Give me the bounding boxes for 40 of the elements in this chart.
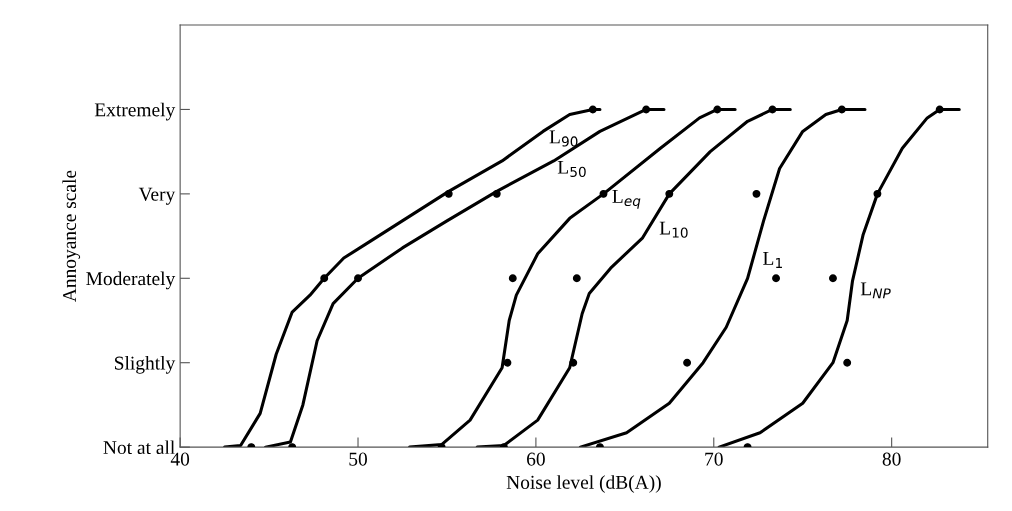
point [320, 274, 329, 283]
point [837, 105, 846, 114]
point [935, 105, 944, 114]
series-label: L$_{50}$ [557, 160, 586, 177]
series-label: L$_{NP}$ [860, 282, 891, 299]
point [508, 274, 517, 283]
category-label: Very [138, 187, 176, 205]
point [665, 189, 674, 198]
point [642, 105, 651, 114]
point [829, 274, 837, 283]
point [873, 189, 882, 198]
series-label: L$_{10}$ [659, 221, 688, 238]
point [843, 358, 852, 367]
x-tick-label: 80 [882, 452, 901, 466]
series-label: L$_{90}$ [549, 130, 578, 147]
point [444, 189, 453, 198]
category-label: Extremely [94, 102, 176, 121]
point [752, 189, 761, 198]
point [492, 189, 501, 198]
y-axis-title: Annoyance scale [62, 170, 81, 303]
point [354, 274, 362, 283]
point [683, 358, 692, 367]
point [772, 274, 780, 283]
point [588, 105, 597, 114]
x-tick-label: 60 [527, 452, 545, 466]
point [768, 105, 777, 114]
category-label: Not at all [103, 440, 175, 455]
point [572, 274, 581, 283]
category-label: Slightly [114, 355, 176, 374]
x-tick-label: 40 [170, 452, 190, 466]
category-label: Moderately [86, 271, 176, 290]
point [569, 358, 578, 367]
series-label: L$_{eq}$ [612, 190, 641, 209]
x-axis-title: Noise level (dB(A)) [506, 475, 661, 493]
x-tick-label: 70 [705, 452, 723, 466]
point [503, 358, 512, 367]
point [713, 105, 722, 114]
point [599, 189, 608, 198]
x-tick-label: 50 [349, 452, 367, 466]
series-label: L$_{1}$ [763, 252, 782, 268]
